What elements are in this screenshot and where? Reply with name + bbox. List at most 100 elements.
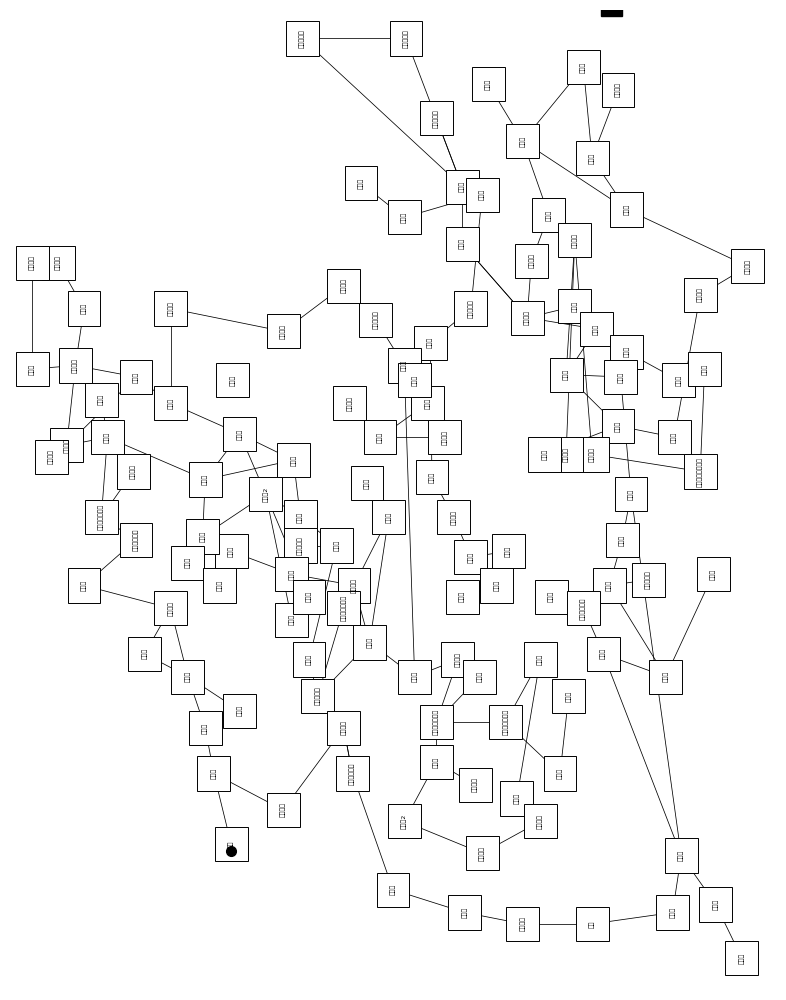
Text: 歌家变: 歌家变 bbox=[593, 323, 599, 335]
Text: 中寨变: 中寨变 bbox=[289, 568, 295, 580]
Bar bbox=[446, 170, 479, 204]
Bar bbox=[480, 568, 513, 603]
Bar bbox=[364, 420, 396, 454]
Bar bbox=[85, 500, 118, 534]
Bar bbox=[216, 363, 249, 397]
Bar bbox=[688, 352, 721, 386]
Text: 辽化二电: 辽化二电 bbox=[48, 449, 54, 464]
Text: 水湖变: 水湖变 bbox=[133, 371, 139, 383]
Text: 开原变2: 开原变2 bbox=[402, 814, 407, 829]
Bar bbox=[68, 568, 101, 603]
Bar bbox=[197, 756, 230, 791]
Text: 回龙水电厂: 回龙水电厂 bbox=[403, 29, 409, 48]
Bar bbox=[359, 303, 392, 337]
Bar bbox=[465, 836, 498, 870]
Text: 河西变: 河西变 bbox=[334, 540, 340, 551]
Text: 大成变: 大成变 bbox=[557, 768, 563, 779]
Bar bbox=[528, 437, 561, 472]
Bar bbox=[171, 546, 204, 580]
Text: 和平变: 和平变 bbox=[386, 511, 391, 523]
Bar bbox=[275, 557, 308, 591]
Bar bbox=[700, 887, 733, 922]
Bar bbox=[171, 660, 204, 694]
Text: 吉东主变: 吉东主变 bbox=[130, 464, 136, 479]
Text: 马兰变: 马兰变 bbox=[237, 428, 243, 440]
Text: 辉山变灵山电: 辉山变灵山电 bbox=[581, 597, 586, 620]
Bar bbox=[119, 523, 152, 557]
Bar bbox=[593, 568, 626, 603]
Text: 郭家变: 郭家变 bbox=[211, 768, 217, 779]
Bar bbox=[292, 642, 325, 677]
Text: 鞍山电厂: 鞍山电厂 bbox=[697, 287, 703, 302]
Text: 雄煤电厂: 雄煤电厂 bbox=[167, 301, 174, 316]
Bar bbox=[154, 591, 187, 625]
Text: 立山变: 立山变 bbox=[615, 420, 621, 432]
Bar bbox=[275, 603, 308, 637]
Text: 辽宁电: 辽宁电 bbox=[291, 454, 296, 466]
Bar bbox=[549, 437, 582, 472]
Bar bbox=[266, 793, 299, 827]
Text: 开原变: 开原变 bbox=[390, 884, 396, 895]
Bar bbox=[454, 540, 487, 574]
Text: 楼台变水大原变: 楼台变水大原变 bbox=[503, 709, 509, 735]
Text: 干拱变: 干拱变 bbox=[505, 546, 511, 557]
Text: 黄家变: 黄家变 bbox=[468, 551, 474, 563]
Text: 孙家变: 孙家变 bbox=[702, 363, 707, 375]
Text: 清源水电厂: 清源水电厂 bbox=[468, 299, 474, 318]
Text: 小市变: 小市变 bbox=[460, 238, 465, 249]
Text: 上堡变: 上堡变 bbox=[546, 209, 552, 221]
Bar bbox=[459, 768, 492, 802]
Bar bbox=[351, 466, 384, 500]
Text: 辽宁通辽: 辽宁通辽 bbox=[72, 358, 78, 373]
Text: 兴农变: 兴农变 bbox=[429, 472, 435, 483]
Bar bbox=[301, 679, 334, 713]
Bar bbox=[16, 246, 49, 280]
Text: 永胜变: 永胜变 bbox=[217, 580, 222, 591]
Bar bbox=[292, 580, 325, 614]
Text: 清宁变: 清宁变 bbox=[167, 398, 174, 409]
Text: 草河口变: 草河口变 bbox=[615, 82, 621, 97]
Text: 辽阳变辽控孙家变: 辽阳变辽控孙家变 bbox=[697, 457, 703, 487]
Text: 女王变: 女王变 bbox=[618, 371, 623, 383]
Text: 沈前热电: 沈前热电 bbox=[455, 652, 461, 667]
Text: 圆拦变行电: 圆拦变行电 bbox=[315, 687, 321, 705]
Bar bbox=[558, 223, 591, 257]
Text: 石中变矸石电厂: 石中变矸石电厂 bbox=[341, 595, 347, 621]
Bar bbox=[50, 428, 83, 462]
Text: 双江变: 双江变 bbox=[200, 531, 205, 542]
Text: 张宜变: 张宜变 bbox=[566, 690, 571, 702]
Text: 顺城变: 顺城变 bbox=[678, 850, 684, 861]
Bar bbox=[428, 420, 461, 454]
Text: 北京变: 北京变 bbox=[412, 671, 417, 682]
Bar bbox=[511, 301, 544, 335]
Bar bbox=[223, 694, 256, 728]
Bar bbox=[338, 568, 370, 603]
Bar bbox=[463, 660, 496, 694]
Bar bbox=[285, 21, 318, 56]
Bar bbox=[399, 363, 431, 397]
Bar bbox=[387, 200, 421, 234]
Text: 西都变: 西都变 bbox=[141, 648, 148, 659]
Bar bbox=[492, 534, 524, 568]
Bar bbox=[610, 192, 643, 227]
Bar bbox=[601, 0, 623, 16]
Text: 半岭变: 半岭变 bbox=[307, 591, 312, 602]
Text: 邦家变: 邦家变 bbox=[514, 793, 520, 804]
Bar bbox=[506, 124, 539, 158]
Bar bbox=[189, 462, 222, 497]
Bar bbox=[327, 711, 360, 745]
Bar bbox=[35, 440, 68, 474]
Bar bbox=[249, 477, 282, 511]
Text: 沈利变: 沈利变 bbox=[460, 591, 465, 602]
Text: 桓仁变: 桓仁变 bbox=[460, 181, 465, 192]
Bar bbox=[327, 269, 360, 303]
Text: 弓长岭: 弓长岭 bbox=[424, 398, 431, 409]
Text: 那家变大六前变: 那家变大六前变 bbox=[433, 709, 439, 735]
Bar bbox=[154, 291, 187, 326]
Text: 通江变: 通江变 bbox=[377, 432, 383, 443]
Text: 苗胜变辙河口变: 苗胜变辙河口变 bbox=[98, 504, 104, 530]
Bar bbox=[610, 335, 643, 369]
Text: 圆拦坑口电: 圆拦坑口电 bbox=[373, 311, 379, 329]
Text: 通辽电: 通辽电 bbox=[81, 303, 86, 314]
Bar bbox=[413, 326, 446, 360]
